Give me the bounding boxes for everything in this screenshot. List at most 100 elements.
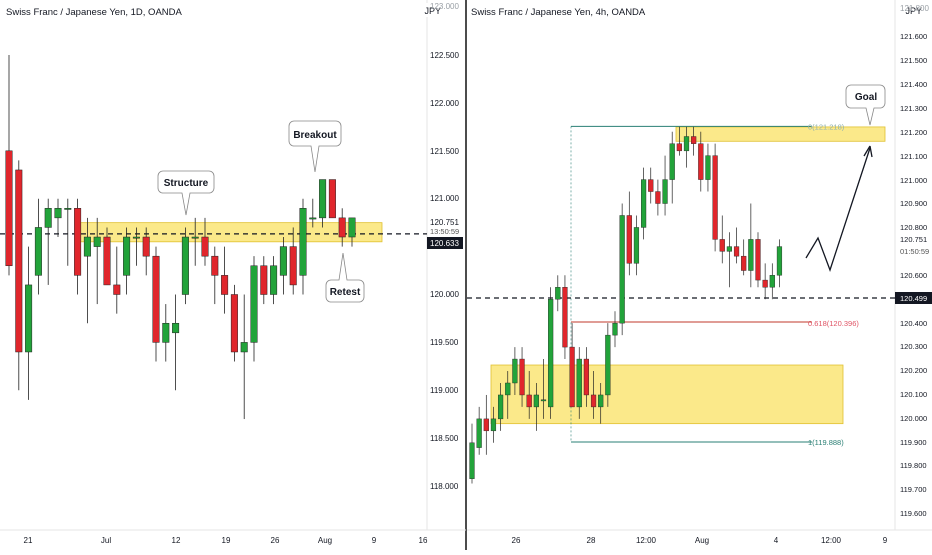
right-candle-body (605, 334, 611, 396)
breakout-callout: Breakout (288, 120, 342, 173)
left-x-tick: 9 (372, 536, 377, 545)
right-y-tick: 121.500 (900, 56, 927, 65)
overlay-layer: 0(121.218) 0.618(120.396) 1(119.888) (805, 122, 873, 447)
right-candle-body (641, 179, 647, 228)
right-candle-body (733, 246, 740, 257)
left-x-axis: 21 Jul 12 19 26 Aug 9 16 (24, 536, 428, 545)
left-y-tick: 121.500 (430, 147, 459, 156)
left-chart-title: Swiss Franc / Japanese Yen, 1D, OANDA (6, 7, 182, 18)
right-y-tick: 119.800 (900, 461, 927, 470)
right-y-tick: 121.300 (900, 104, 927, 113)
left-x-tick: Jul (101, 536, 111, 545)
right-candle-body (505, 382, 511, 396)
right-y-tick: 120.000 (900, 414, 927, 423)
left-candle-body (34, 227, 42, 276)
left-y-tick: 120.000 (430, 290, 459, 299)
right-y-tick: 121.400 (900, 80, 927, 89)
left-candle-body (93, 236, 101, 247)
right-candle-body (612, 322, 618, 336)
left-candle-body (83, 236, 91, 257)
right-candle-body (655, 191, 661, 204)
right-y-tick: 120.900 (900, 199, 927, 208)
left-candle-body (309, 217, 317, 220)
left-candle-body (221, 275, 229, 295)
left-y-tick: 122.500 (430, 51, 459, 60)
right-candle-body (762, 279, 768, 288)
right-target-zone (675, 126, 886, 142)
left-candle-body (64, 208, 72, 210)
right-candle-body (698, 143, 704, 180)
structure-callout: Structure (157, 170, 215, 216)
left-chart-panel: Swiss Franc / Japanese Yen, 1D, OANDA JP… (0, 0, 466, 545)
right-candle-body (705, 155, 711, 180)
fib-label-0: 0(121.218) (808, 122, 845, 131)
right-x-tick: 12:00 (821, 536, 842, 545)
right-candle-body (498, 394, 504, 420)
right-x-tick: Aug (695, 536, 709, 545)
left-x-tick: 12 (172, 536, 181, 545)
right-currency-bg (900, 3, 924, 17)
left-candle-body (152, 255, 160, 343)
left-candle-body (103, 236, 111, 286)
right-x-tick: 26 (512, 536, 521, 545)
goal-callout-label: Goal (855, 92, 877, 103)
right-candle-body (755, 239, 761, 281)
left-candle-body (240, 342, 248, 353)
right-chart-panel: Swiss Franc / Japanese Yen, 4h, OANDA JP… (467, 0, 932, 545)
left-candle-body (289, 246, 297, 286)
right-x-axis: 26 28 12:00 Aug 4 12:00 9 (512, 536, 888, 545)
right-x-tick: 12:00 (636, 536, 657, 545)
right-y-tick: 120.600 (900, 271, 927, 280)
left-candle-body (319, 179, 327, 219)
left-candle-body (191, 236, 199, 239)
right-currency-label: JPY (905, 6, 922, 16)
right-candle-body (683, 136, 690, 152)
left-x-tick: Aug (318, 536, 332, 545)
right-y-tick: 121.000 (900, 176, 927, 185)
right-candle-body (633, 227, 640, 264)
left-candle-body (250, 265, 258, 343)
left-candle-body (15, 169, 23, 353)
goal-callout: Goal (845, 84, 886, 126)
right-candle-body (691, 136, 697, 144)
left-candle-body (230, 294, 238, 353)
left-candle-body (162, 322, 170, 343)
right-candle-body (712, 155, 718, 240)
right-candle-body (719, 239, 725, 252)
right-candle-body (598, 394, 604, 408)
left-candle-body (25, 284, 33, 353)
left-y-tick: 118.000 (430, 482, 459, 491)
right-candle-body (490, 418, 497, 432)
left-candle-body (54, 208, 62, 219)
retest-callout-label: Retest (330, 287, 361, 298)
right-candle-body (769, 275, 775, 288)
left-candle-body (113, 284, 121, 295)
right-candle-body (669, 143, 675, 180)
left-candle-body (123, 236, 131, 276)
left-x-tick: 26 (271, 536, 280, 545)
right-candle-body (748, 239, 754, 271)
left-candle-body (270, 265, 278, 295)
left-currency-label: JPY (424, 6, 441, 16)
right-candle-body (583, 358, 590, 396)
line-layer (0, 125, 895, 443)
zone-layer (79, 126, 886, 425)
right-candle-body (533, 394, 539, 408)
right-candle-body (741, 255, 747, 271)
right-x-tick: 4 (774, 536, 779, 545)
left-price-tag-2: 120.633 (430, 239, 459, 248)
left-candle-body (181, 236, 189, 295)
retest-callout-bubble (325, 252, 365, 303)
left-y-tick: 122.000 (430, 99, 459, 108)
left-candle-body (299, 208, 307, 276)
left-x-tick: 19 (222, 536, 231, 545)
breakout-callout-label: Breakout (293, 130, 337, 141)
left-y-tick: 118.500 (430, 434, 459, 443)
right-y-tick: 121.200 (900, 128, 927, 137)
right-candle-body (590, 394, 597, 408)
left-candle-body (260, 265, 268, 295)
right-price-tag-2: 120.499 (900, 294, 927, 303)
right-candle-body (648, 179, 654, 192)
right-candle-body (548, 299, 554, 408)
fib-label-1: 1(119.888) (808, 438, 844, 447)
